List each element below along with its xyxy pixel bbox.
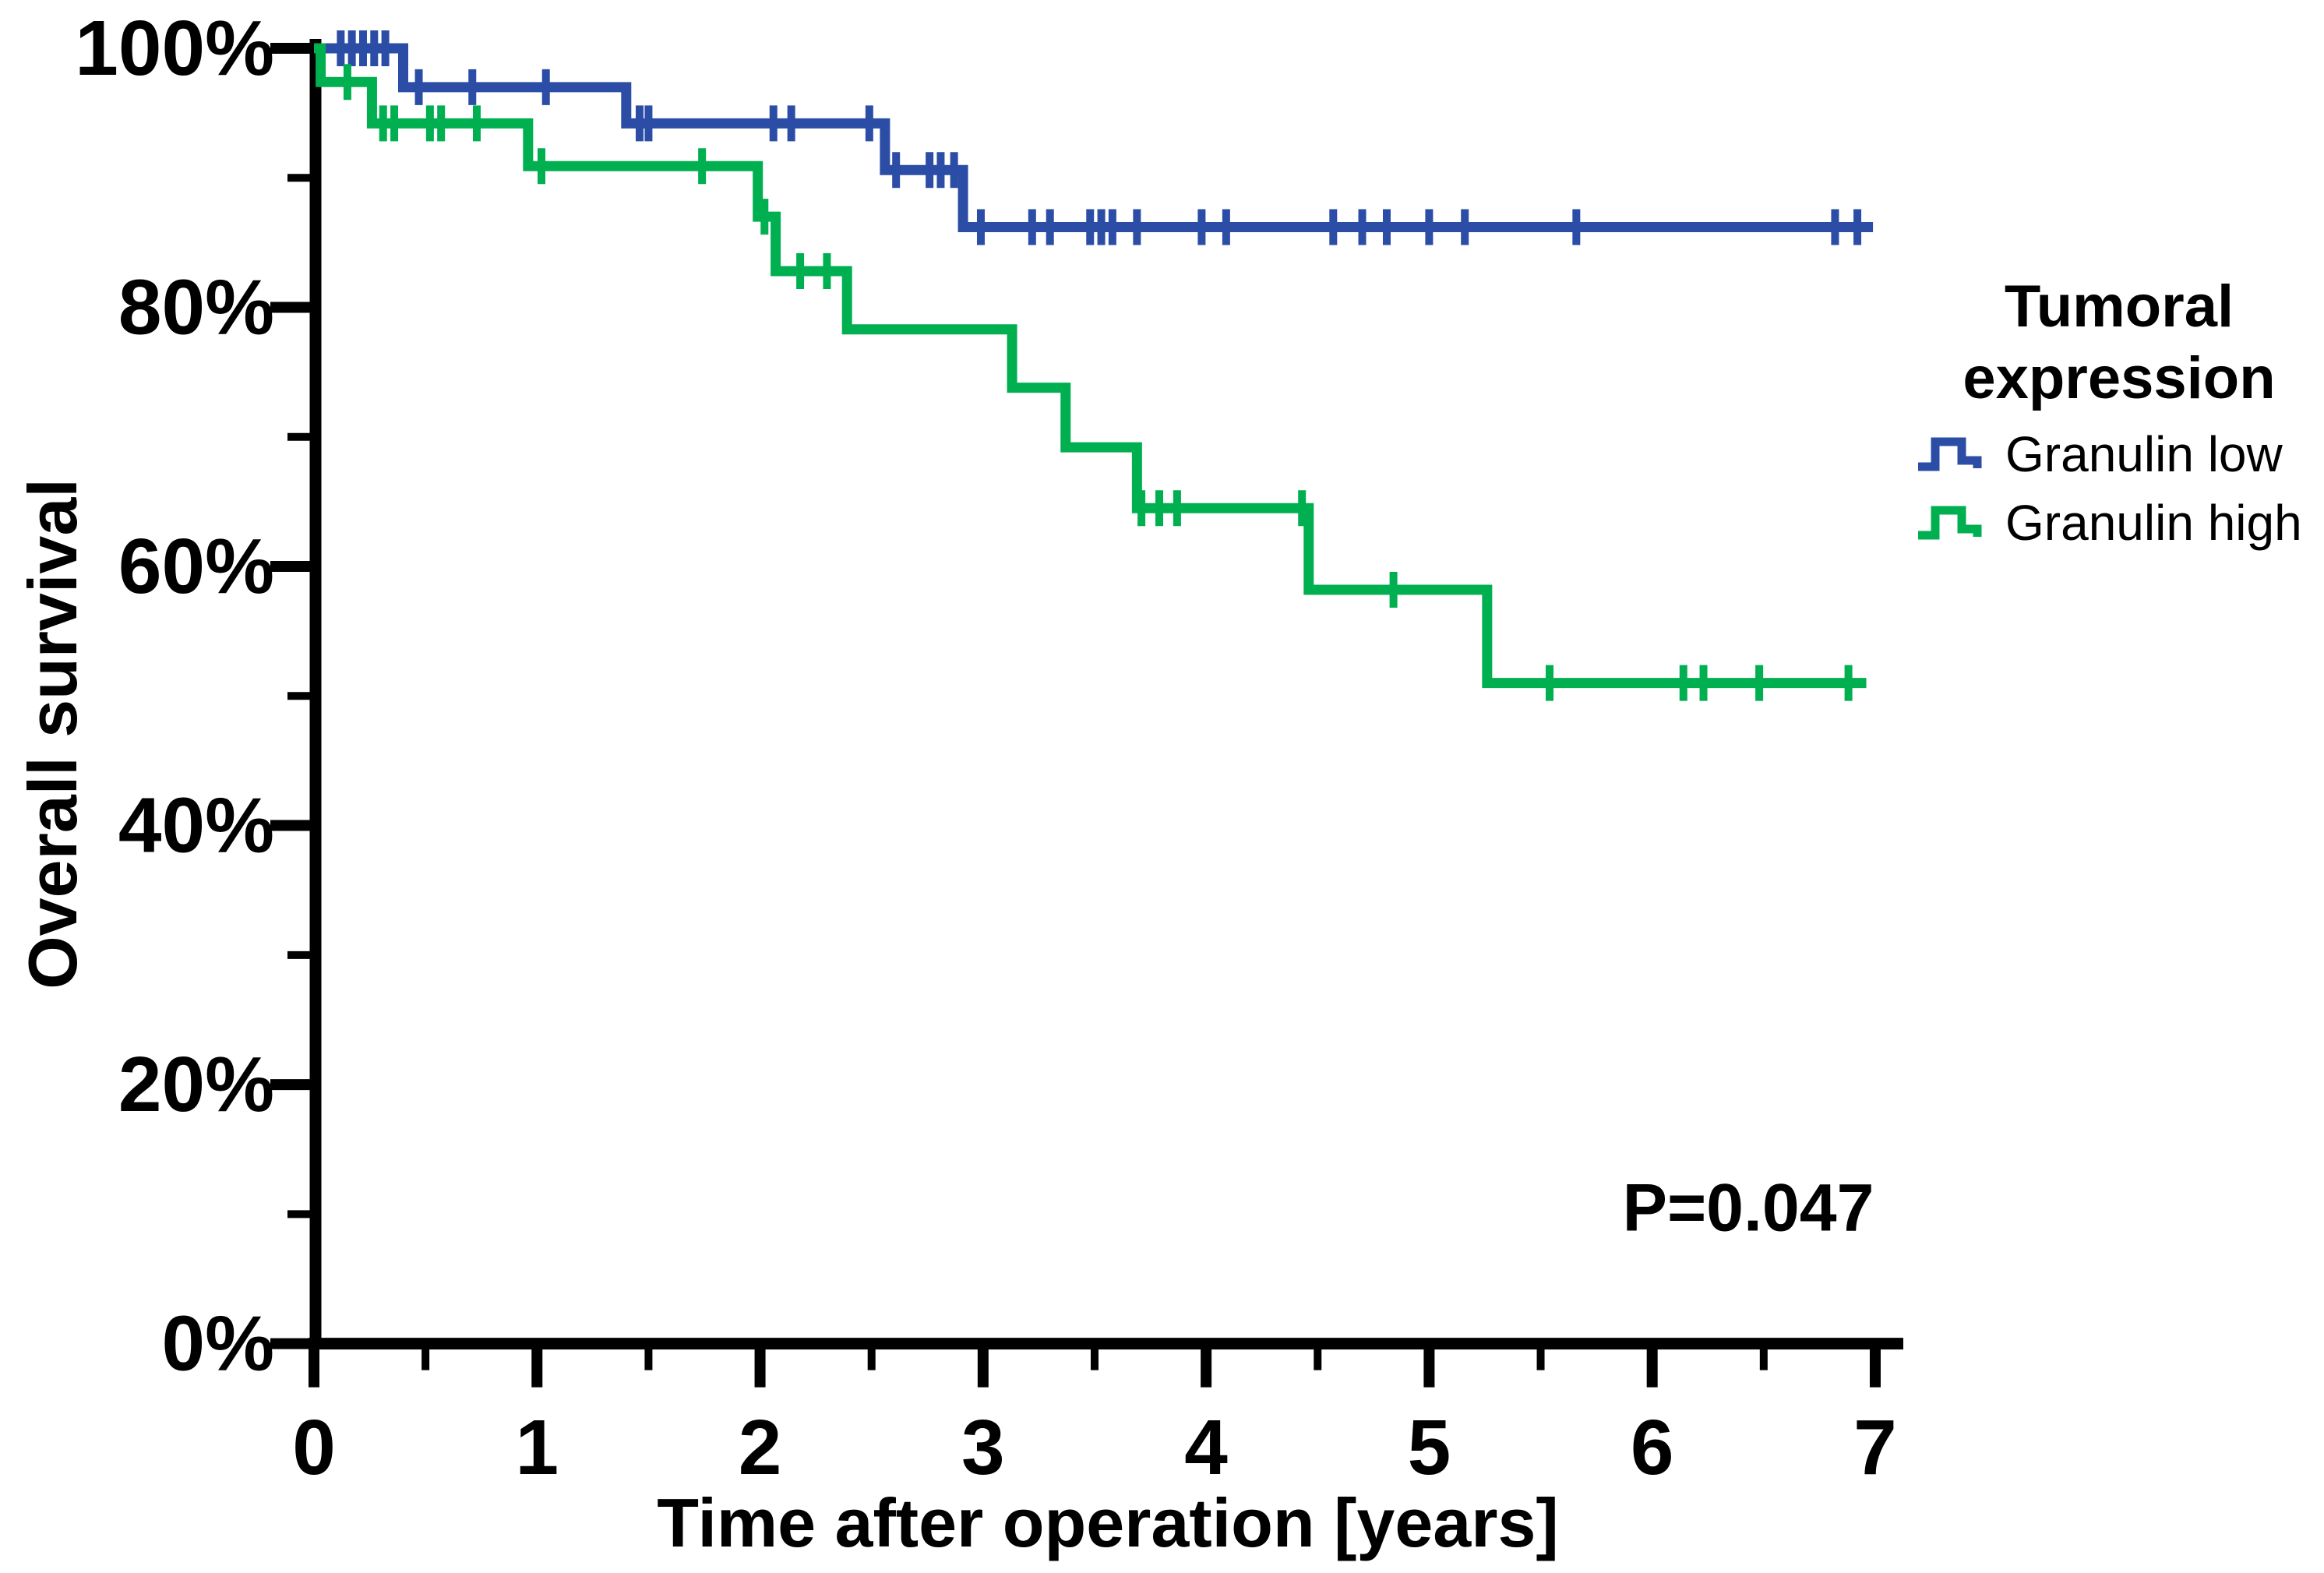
green-step-icon xyxy=(1918,506,1982,540)
y-tick-label: 80% xyxy=(118,264,274,351)
x-tick-label: 4 xyxy=(1184,1404,1228,1491)
y-tick-label: 20% xyxy=(118,1041,274,1128)
x-tick-label: 7 xyxy=(1853,1404,1897,1491)
axes xyxy=(270,39,1903,1388)
y-tick-label: 40% xyxy=(118,782,274,869)
legend-item-granulin-high: Granulin high xyxy=(1915,494,2324,552)
series-granulin-high xyxy=(314,43,1867,701)
axis-tick-labels: 0 1 2 3 4 5 6 7 0% 20% 40% 60% 80% 100% xyxy=(75,5,1897,1491)
y-tick-label: 60% xyxy=(118,523,274,610)
legend-label-granulin-high: Granulin high xyxy=(2005,495,2302,551)
y-axis-title: Overall survival xyxy=(14,478,91,989)
p-value-annotation: P=0.047 xyxy=(1622,1170,1874,1246)
blue-step-icon xyxy=(1918,437,1982,471)
legend-item-granulin-low: Granulin low xyxy=(1915,425,2324,483)
x-tick-label: 5 xyxy=(1408,1404,1451,1491)
x-tick-label: 2 xyxy=(739,1404,782,1491)
km-step-curve xyxy=(314,43,1867,689)
x-tick-label: 0 xyxy=(292,1404,336,1491)
legend-title: Tumoral expression xyxy=(1963,273,2276,411)
km-step-curve xyxy=(314,43,1874,232)
survival-curves xyxy=(314,30,1874,701)
legend-label-granulin-low: Granulin low xyxy=(2005,426,2283,482)
legend: Tumoral expression Granulin low Granulin… xyxy=(1901,271,2324,552)
x-tick-label: 1 xyxy=(515,1404,559,1491)
x-tick-label: 6 xyxy=(1631,1404,1674,1491)
y-tick-label: 0% xyxy=(161,1300,274,1388)
y-tick-label: 100% xyxy=(75,5,274,92)
x-tick-label: 3 xyxy=(961,1404,1005,1491)
series-granulin-low xyxy=(314,30,1874,245)
x-axis-title: Time after operation [years] xyxy=(657,1484,1559,1561)
